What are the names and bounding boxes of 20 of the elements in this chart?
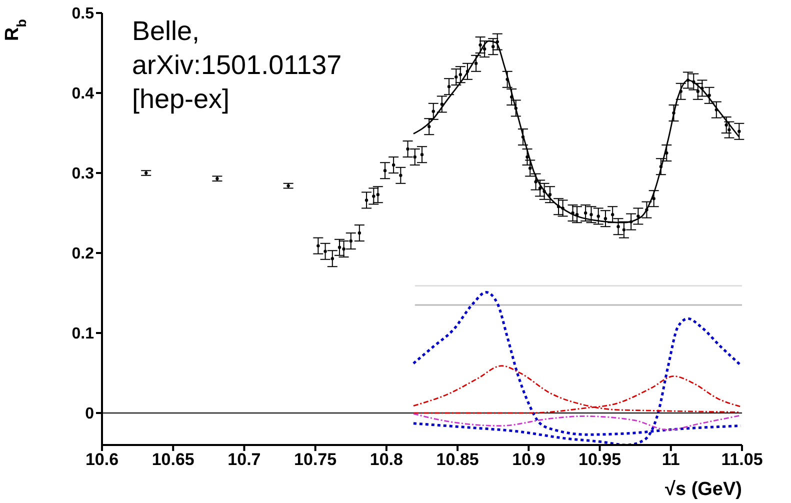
x-tick-label: 10.85 <box>436 450 479 470</box>
x-tick-label: 10.75 <box>294 450 337 470</box>
x-tick-label: 10.65 <box>152 450 194 470</box>
line-series <box>412 413 742 430</box>
x-tick-label: 11 <box>662 450 680 470</box>
x-tick-label: 10.6 <box>85 450 119 470</box>
y-tick-label: 0.2 <box>72 246 94 263</box>
y-tick-label: 0 <box>85 406 94 423</box>
y-tick-label: 0.3 <box>72 166 94 183</box>
x-tick-label: 10.95 <box>578 450 622 470</box>
annotation: Belle, arXiv:1501.01137 [hep-ex] <box>132 15 342 116</box>
x-tick-label: 10.8 <box>370 450 403 470</box>
y-tick-label: 0.5 <box>72 6 94 23</box>
y-tick-label: 0.1 <box>72 326 94 343</box>
y-tick-label: 0.4 <box>72 86 94 103</box>
x-tick-label: 11.05 <box>721 450 763 470</box>
x-axis-title: √s (GeV) <box>665 479 742 500</box>
x-tick-label: 10.9 <box>512 450 546 470</box>
line-series <box>412 365 742 413</box>
x-tick-label: 10.7 <box>228 450 261 470</box>
